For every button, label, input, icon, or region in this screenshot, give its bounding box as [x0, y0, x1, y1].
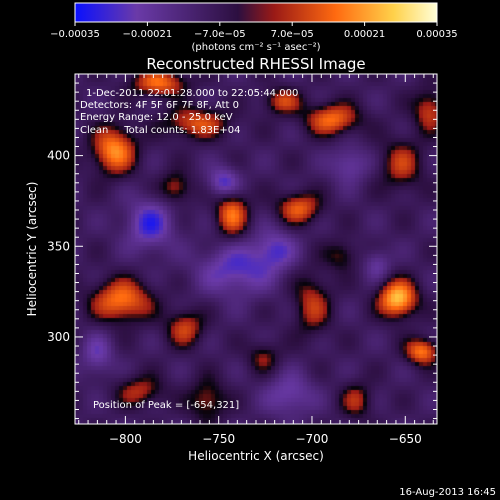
- footer-timestamp: 16-Aug-2013 16:45: [399, 487, 496, 498]
- y-axis-label: Heliocentric Y (arcsec): [25, 182, 39, 317]
- y-tick-label: 300: [47, 330, 70, 344]
- heatmap-image: [75, 74, 437, 424]
- annotation-time-range: 1-Dec-2011 22:01:28.000 to 22:05:44.000: [86, 88, 298, 99]
- y-tick-label: 400: [47, 149, 70, 163]
- colorbar-tick-label: 0.00035: [416, 29, 457, 40]
- colorbar-tick-label: −0.00021: [123, 29, 173, 40]
- colorbar-tick-label: 7.0e−05: [271, 29, 314, 40]
- peak-position-label: Position of Peak = [-654,321]: [93, 400, 239, 411]
- colorbar-tick-label: 0.00021: [344, 29, 385, 40]
- colorbar-ticks: −0.00035 −0.00021 −7.0e−05 7.0e−05 0.00021 0.…: [50, 22, 458, 40]
- annotation-detectors: Detectors: 4F 5F 6F 7F 8F, Att 0: [80, 100, 239, 111]
- colorbar: [74, 2, 438, 23]
- annotation-clean-counts: Clean Total counts: 1.83E+04: [80, 125, 240, 136]
- colorbar-unit-label: (photons cm⁻² s⁻¹ asec⁻²): [191, 42, 320, 53]
- chart-title: Reconstructed RHESSI Image: [146, 55, 365, 73]
- x-axis-ticks: −800 −750 −700 −650: [78, 74, 434, 446]
- x-tick-label: −750: [202, 432, 235, 446]
- colorbar-tick-label: −7.0e−05: [194, 29, 246, 40]
- colorbar-tick-label: −0.00035: [50, 29, 100, 40]
- x-axis-label: Heliocentric X (arcsec): [188, 449, 324, 463]
- x-tick-label: −700: [295, 432, 328, 446]
- y-tick-label: 350: [47, 239, 70, 253]
- x-tick-label: −650: [389, 432, 422, 446]
- annotation-energy-range: Energy Range: 12.0 - 25.0 keV: [80, 112, 233, 123]
- y-axis-ticks: 300 350 400: [47, 73, 437, 420]
- x-tick-label: −800: [109, 432, 142, 446]
